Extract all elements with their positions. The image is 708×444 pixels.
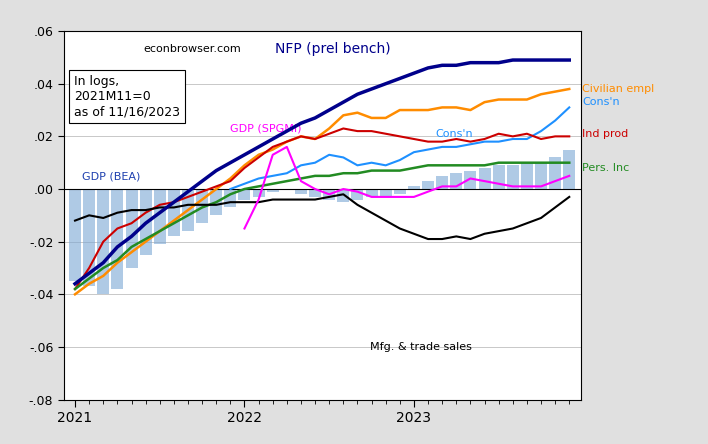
Bar xyxy=(125,189,137,268)
Bar xyxy=(422,181,434,189)
Bar xyxy=(337,189,349,202)
Text: Mfg. & trade sales: Mfg. & trade sales xyxy=(370,342,472,352)
Bar xyxy=(394,189,406,194)
Bar xyxy=(464,170,476,189)
Bar xyxy=(267,189,279,192)
Text: NFP (prel bench): NFP (prel bench) xyxy=(275,42,390,56)
Bar xyxy=(210,189,222,215)
Bar xyxy=(295,189,307,194)
Bar xyxy=(111,189,123,289)
Text: Pers. Inc: Pers. Inc xyxy=(582,163,629,173)
Text: GDP (BEA): GDP (BEA) xyxy=(82,171,140,181)
Text: Ind prod: Ind prod xyxy=(582,129,628,139)
Text: GDP (SPGMI): GDP (SPGMI) xyxy=(230,124,302,134)
Bar xyxy=(323,189,335,199)
Bar xyxy=(69,189,81,281)
Bar xyxy=(196,189,208,223)
Bar xyxy=(239,189,251,199)
Bar xyxy=(154,189,166,244)
Text: Cons'n: Cons'n xyxy=(582,97,620,107)
Bar xyxy=(365,189,377,197)
Bar xyxy=(253,189,265,197)
Text: Cons'n: Cons'n xyxy=(435,129,473,139)
Bar xyxy=(309,189,321,197)
Text: econbrowser.com: econbrowser.com xyxy=(144,44,241,54)
Bar xyxy=(379,189,392,197)
Bar xyxy=(97,189,109,294)
Bar xyxy=(139,189,152,255)
Bar xyxy=(549,158,561,189)
Bar xyxy=(351,189,363,199)
Bar xyxy=(224,189,236,207)
Bar xyxy=(168,189,180,236)
Bar xyxy=(479,168,491,189)
Bar xyxy=(507,165,519,189)
Text: In logs,
2021M11=0
as of 11/16/2023: In logs, 2021M11=0 as of 11/16/2023 xyxy=(74,75,180,118)
Bar xyxy=(182,189,194,231)
Bar xyxy=(521,163,533,189)
Bar xyxy=(450,173,462,189)
Bar xyxy=(535,163,547,189)
Bar xyxy=(564,150,576,189)
Bar xyxy=(408,186,420,189)
Text: Civilian empl: Civilian empl xyxy=(582,84,654,94)
Bar xyxy=(493,165,505,189)
Bar xyxy=(83,189,95,286)
Bar xyxy=(436,176,448,189)
